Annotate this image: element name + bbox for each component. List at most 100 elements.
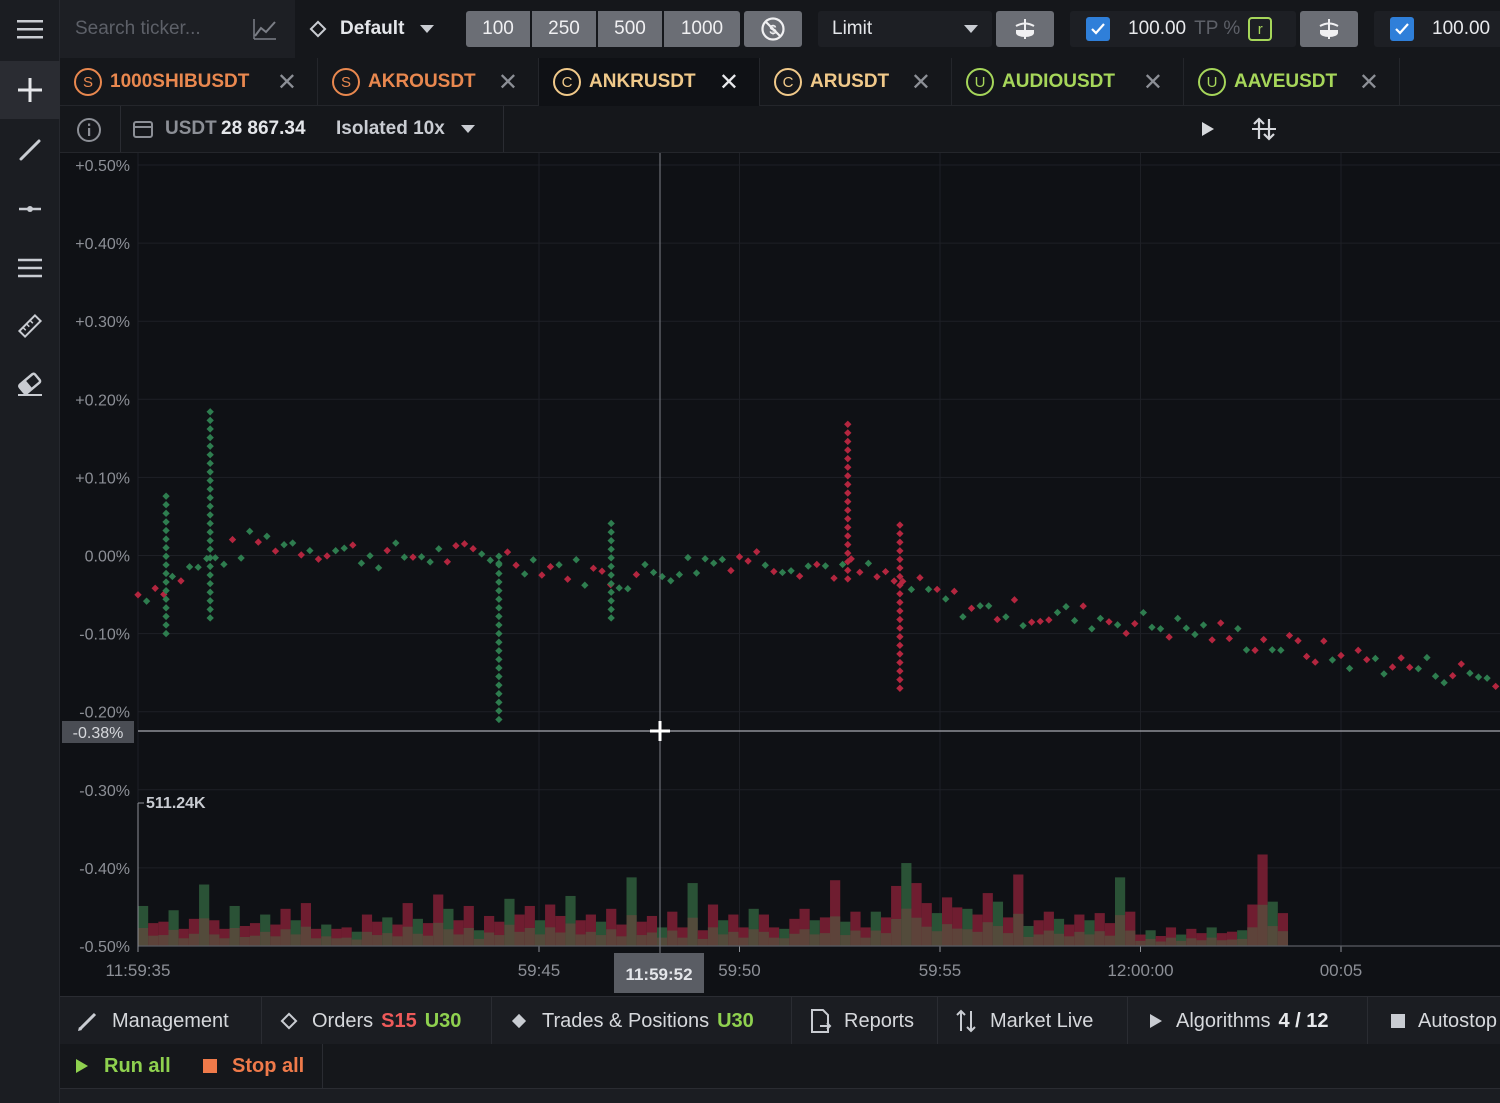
tab-autostop[interactable]: Autostop xyxy=(1368,997,1500,1045)
trade-dot xyxy=(495,655,503,664)
preset-250-button[interactable]: 250 xyxy=(532,11,596,47)
chart-canvas[interactable]: +0.50% +0.40% +0.30% +0.20% +0.10% 0.00% -0.10… xyxy=(60,153,1500,996)
pencil-icon xyxy=(78,1012,97,1031)
top-toolbar: Default 100 250 500 1000 $ Limit 100.00 … xyxy=(60,0,1500,58)
eraser-tool-button[interactable] xyxy=(0,355,60,413)
volume-bar xyxy=(809,920,820,946)
menu-button[interactable] xyxy=(0,0,60,58)
tab-badge: S xyxy=(332,68,360,96)
volume-bar xyxy=(209,920,220,946)
tab-market-live[interactable]: Market Live xyxy=(938,997,1128,1045)
margin-mode-select[interactable]: Isolated 10x xyxy=(336,114,496,144)
order-type-select[interactable]: Limit xyxy=(818,11,992,47)
trade-dot xyxy=(495,595,503,603)
volume-bar-base xyxy=(1237,938,1248,946)
close-icon[interactable]: ✕ xyxy=(1142,69,1163,96)
tab-akrousdt[interactable]: S AKROUSDT ✕ xyxy=(318,58,539,106)
tab-algorithms[interactable]: Algorithms 4 / 12 xyxy=(1128,997,1368,1045)
trade-dot xyxy=(1156,625,1165,633)
trade-dot xyxy=(1251,646,1259,654)
second-value-field[interactable]: 100.00 xyxy=(1374,11,1500,47)
trade-dot xyxy=(844,446,852,454)
trade-dot xyxy=(1311,658,1319,666)
trade-dot xyxy=(162,518,170,526)
trade-dot xyxy=(1079,602,1087,610)
tp-mode-tag[interactable]: r xyxy=(1248,17,1273,41)
chart-icon[interactable] xyxy=(253,18,277,40)
volume-bar-base xyxy=(677,937,688,946)
trade-dot xyxy=(271,547,280,555)
close-icon[interactable]: ✕ xyxy=(1358,69,1379,96)
volume-bar-base xyxy=(1074,931,1085,946)
trade-dot xyxy=(495,561,503,569)
algorithm-actions: Run all Stop all xyxy=(60,1044,1500,1089)
volume-bar-base xyxy=(504,924,515,946)
close-icon[interactable]: ✕ xyxy=(276,69,297,96)
trade-dot xyxy=(1062,603,1070,611)
trade-dot xyxy=(1423,653,1431,662)
trade-dot xyxy=(1431,672,1440,680)
tp-checkbox[interactable] xyxy=(1086,17,1110,41)
volume-bar xyxy=(982,893,993,946)
volume-bar-base xyxy=(687,917,698,946)
tab-management[interactable]: Management xyxy=(60,997,262,1045)
tab-ankrusdt[interactable]: C ANKRUSDT ✕ xyxy=(539,58,760,106)
close-icon[interactable]: ✕ xyxy=(497,69,518,96)
volume-bar xyxy=(473,930,485,946)
eraser-icon xyxy=(18,372,42,396)
search-input[interactable] xyxy=(75,18,245,40)
volume-bar xyxy=(748,908,759,946)
volume-bar xyxy=(575,920,586,946)
crosshair-tool-button[interactable] xyxy=(0,61,60,119)
tab-reports[interactable]: Reports xyxy=(792,997,938,1045)
trade-dot xyxy=(206,442,214,450)
scale-button-2[interactable] xyxy=(1300,11,1358,47)
stop-all-button[interactable]: Stop all xyxy=(202,1044,322,1088)
trade-dot xyxy=(896,590,904,598)
horizontal-line-tool-button[interactable] xyxy=(0,180,60,238)
volume-bar-base xyxy=(1277,931,1288,946)
volume-bar xyxy=(941,897,953,946)
layout-selector[interactable]: Default xyxy=(308,11,448,47)
trend-line-tool-button[interactable] xyxy=(0,121,60,179)
trade-dot xyxy=(237,554,245,562)
volume-bar-base xyxy=(809,934,820,946)
no-currency-button[interactable]: $ xyxy=(744,11,802,47)
volume-bar-base xyxy=(219,938,230,946)
volume-bar-base xyxy=(361,931,373,946)
take-profit-field[interactable]: 100.00 TP % r xyxy=(1070,11,1296,47)
volume-bar-base xyxy=(1013,913,1024,946)
volume-bar xyxy=(606,908,617,946)
tab-audiousdt[interactable]: U AUDIOUSDT ✕ xyxy=(952,58,1184,106)
price-chart[interactable]: +0.50% +0.40% +0.30% +0.20% +0.10% 0.00% -0.10… xyxy=(60,153,1500,996)
preset-1000-button[interactable]: 1000 xyxy=(664,11,740,47)
preset-100-button[interactable]: 100 xyxy=(466,11,530,47)
close-icon[interactable]: ✕ xyxy=(718,69,739,96)
volume-bar-base xyxy=(1165,937,1177,946)
volume-bar xyxy=(768,927,780,946)
tab-1000shibusdt[interactable]: S 1000SHIBUSDT ✕ xyxy=(60,58,318,106)
trade-dot xyxy=(142,597,151,605)
parallel-lines-tool-button[interactable] xyxy=(0,239,60,297)
ruler-tool-button[interactable] xyxy=(0,297,60,355)
run-all-button[interactable]: Run all xyxy=(74,1044,194,1088)
scale-button[interactable] xyxy=(996,11,1054,47)
tab-trades-positions[interactable]: Trades & Positions U30 xyxy=(492,997,792,1045)
tab-orders[interactable]: Orders S15 U30 xyxy=(262,997,492,1045)
trade-dot xyxy=(896,624,904,632)
tab-aaveusdt[interactable]: U AAVEUSDT ✕ xyxy=(1184,58,1400,106)
volume-bar xyxy=(1216,933,1227,946)
volume-bar xyxy=(158,921,169,946)
preset-500-button[interactable]: 500 xyxy=(598,11,662,47)
close-icon[interactable]: ✕ xyxy=(910,69,931,96)
volume-bar-base xyxy=(1186,938,1197,946)
swap-arrows-icon[interactable] xyxy=(1250,115,1278,143)
tab-label: 1000SHIBUSDT xyxy=(110,71,250,92)
trade-dot xyxy=(1397,654,1405,662)
tab-arusdt[interactable]: C ARUSDT ✕ xyxy=(760,58,952,106)
volume-bar-base xyxy=(748,929,759,946)
volume-bar xyxy=(1257,854,1268,946)
info-icon[interactable] xyxy=(76,117,102,143)
second-checkbox[interactable] xyxy=(1390,17,1414,41)
play-icon[interactable] xyxy=(1198,119,1218,139)
